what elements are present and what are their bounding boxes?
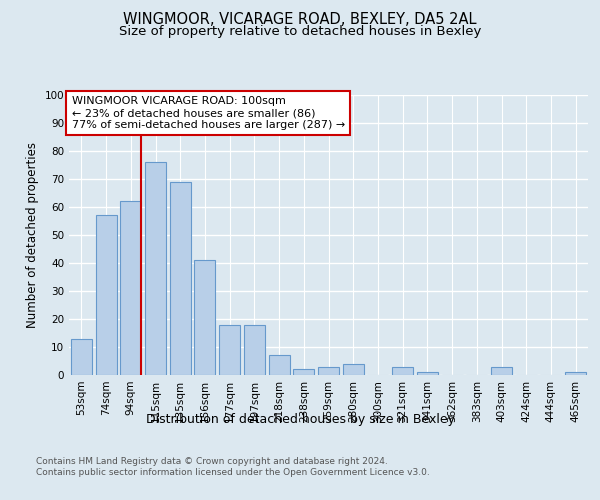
Bar: [417, 372, 438, 375]
Bar: [343, 364, 364, 375]
Bar: [170, 182, 191, 375]
Y-axis label: Number of detached properties: Number of detached properties: [26, 142, 39, 328]
Bar: [71, 338, 92, 375]
Text: Distribution of detached houses by size in Bexley: Distribution of detached houses by size …: [146, 412, 455, 426]
Bar: [194, 260, 215, 375]
Bar: [244, 324, 265, 375]
Bar: [293, 370, 314, 375]
Bar: [318, 366, 339, 375]
Bar: [565, 372, 586, 375]
Text: Contains HM Land Registry data © Crown copyright and database right 2024.
Contai: Contains HM Land Registry data © Crown c…: [36, 458, 430, 477]
Bar: [145, 162, 166, 375]
Bar: [491, 366, 512, 375]
Bar: [120, 202, 141, 375]
Bar: [392, 366, 413, 375]
Text: WINGMOOR VICARAGE ROAD: 100sqm
← 23% of detached houses are smaller (86)
77% of : WINGMOOR VICARAGE ROAD: 100sqm ← 23% of …: [71, 96, 345, 130]
Bar: [219, 324, 240, 375]
Text: Size of property relative to detached houses in Bexley: Size of property relative to detached ho…: [119, 25, 481, 38]
Bar: [95, 216, 116, 375]
Text: WINGMOOR, VICARAGE ROAD, BEXLEY, DA5 2AL: WINGMOOR, VICARAGE ROAD, BEXLEY, DA5 2AL: [123, 12, 477, 28]
Bar: [269, 356, 290, 375]
